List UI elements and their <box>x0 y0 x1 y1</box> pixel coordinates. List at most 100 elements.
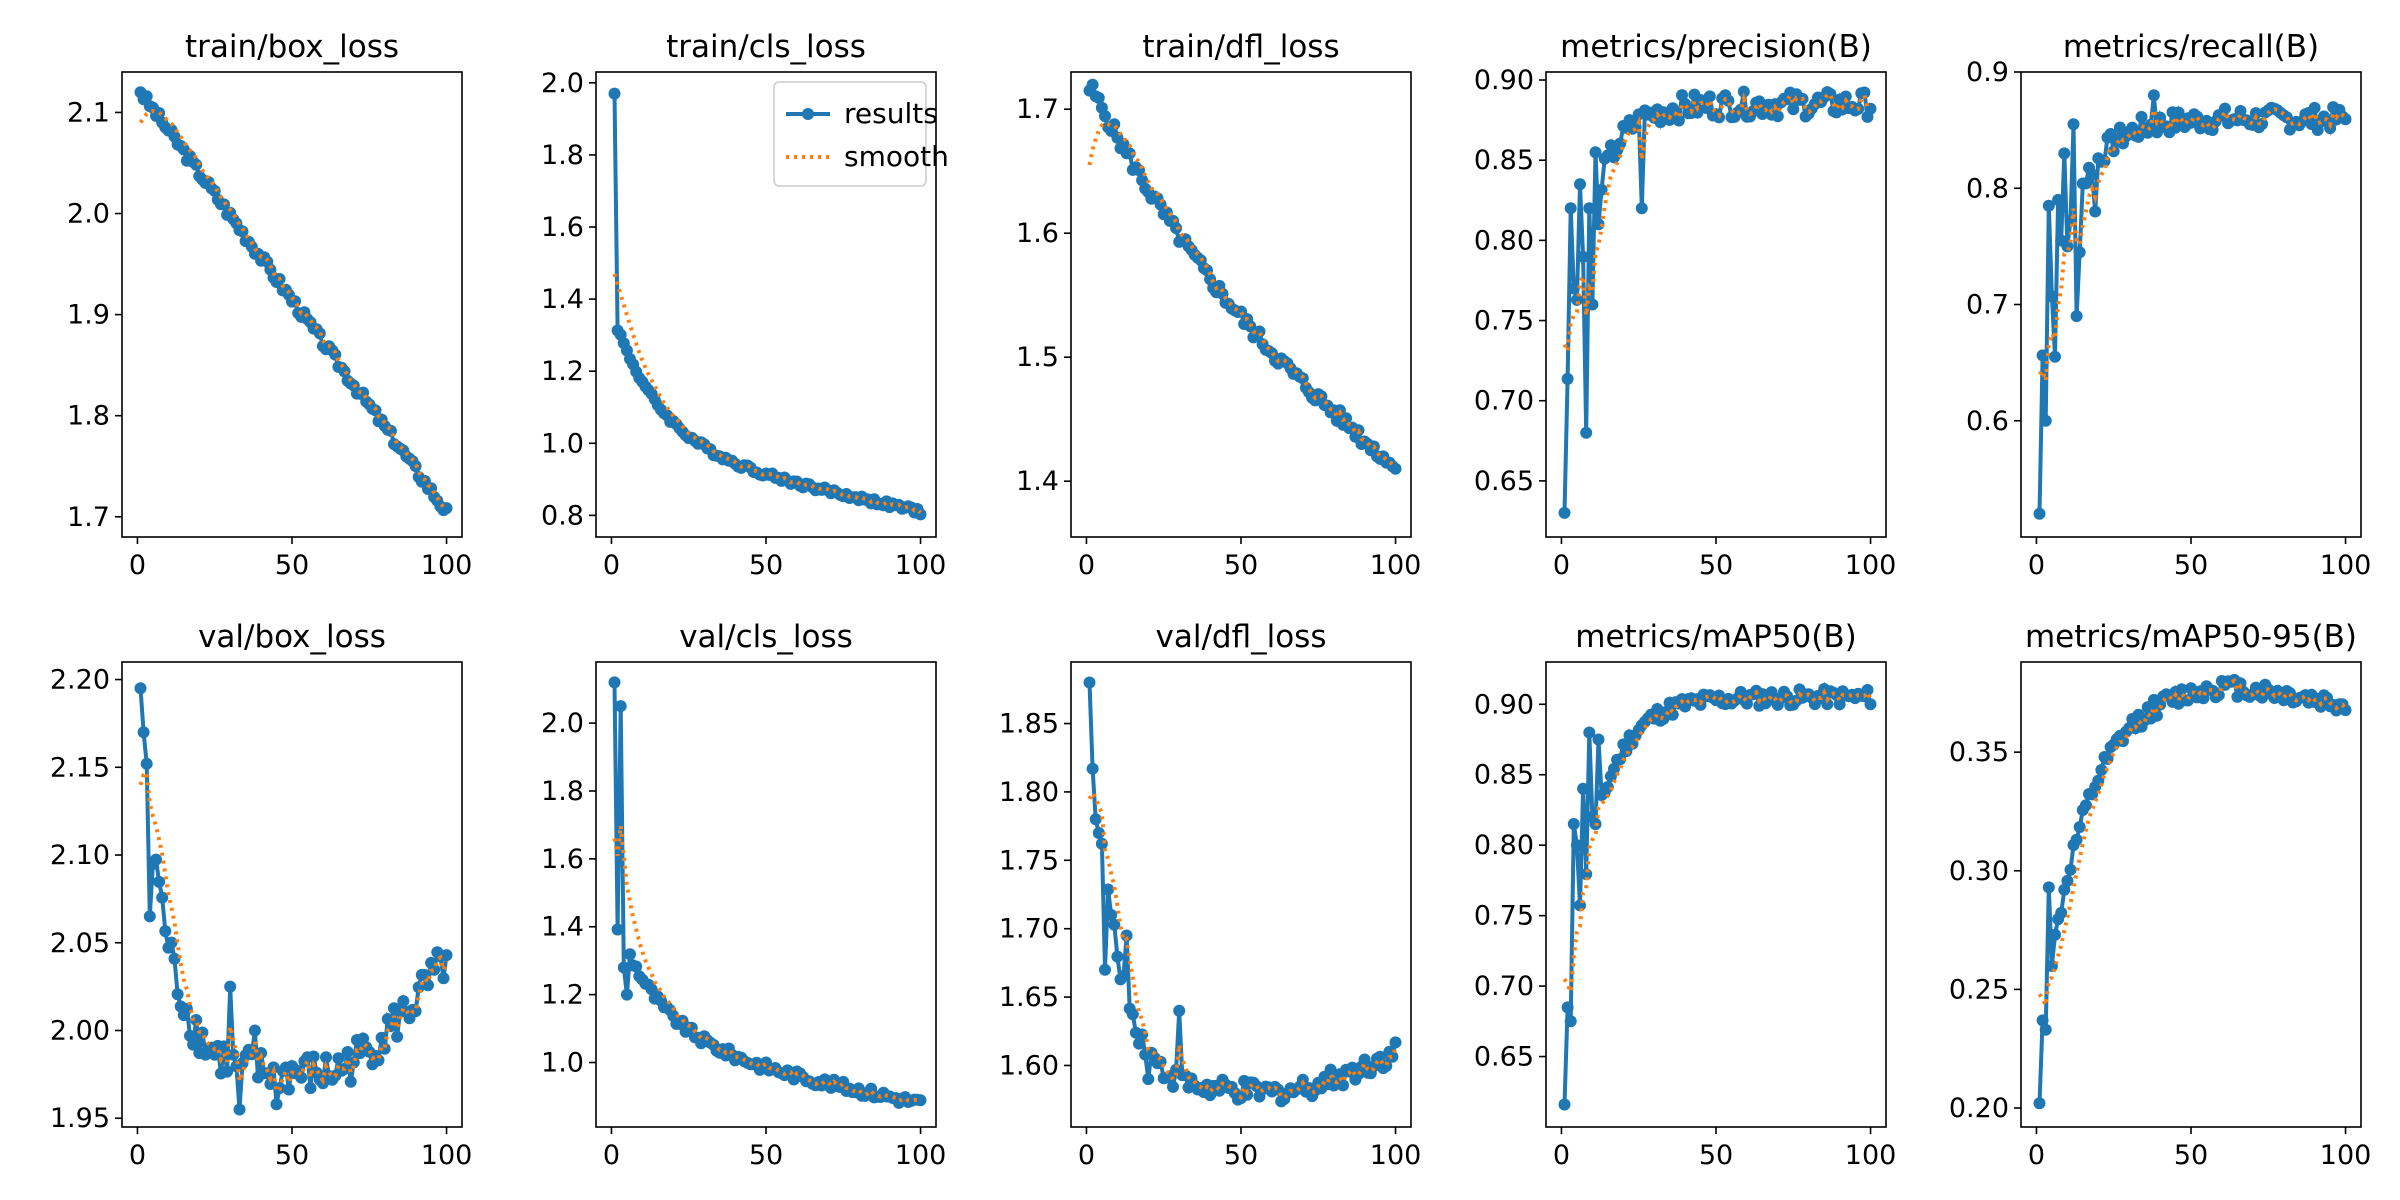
y-tick-label: 2.0 <box>541 708 584 739</box>
y-tick-label: 0.65 <box>1474 1042 1534 1073</box>
y-tick-label: 0.65 <box>1474 466 1534 497</box>
y-tick-label: 1.8 <box>541 140 584 171</box>
x-tick-label: 100 <box>1845 1140 1897 1171</box>
results-point <box>614 700 627 713</box>
results-point <box>2219 102 2231 115</box>
results-point <box>1086 762 1099 775</box>
x-tick-label: 100 <box>895 550 947 581</box>
subplot-panel: metrics/precision(B) 0 50 100 0.65 0.70 0.75 0.… <box>1474 29 1896 581</box>
results-point <box>137 726 150 739</box>
results-point <box>1737 85 1750 98</box>
y-tick-label: 2.10 <box>50 840 110 871</box>
axes-frame <box>1070 661 1412 1128</box>
y-tick-label: 0.9 <box>1966 57 2009 88</box>
y-tick-label: 1.5 <box>1016 342 1059 373</box>
y-tick-label: 1.70 <box>999 914 1059 945</box>
x-tick-label: 0 <box>1553 1140 1570 1171</box>
results-point <box>1092 827 1105 839</box>
results-point <box>320 1051 332 1064</box>
results-series-line <box>612 682 921 1107</box>
results-point <box>221 1065 234 1078</box>
results-point <box>171 988 184 1001</box>
results-point <box>140 757 153 770</box>
subplot-title: val/dfl_loss <box>1156 619 1327 655</box>
results-point <box>1099 963 1111 976</box>
results-point <box>608 87 621 100</box>
results-point <box>2249 107 2262 120</box>
results-point <box>378 1042 391 1055</box>
results-point <box>2086 168 2099 181</box>
x-tick-label: 0 <box>2028 1140 2045 1171</box>
results-point <box>2073 821 2086 833</box>
results-point <box>1561 372 1574 385</box>
x-tick-label: 100 <box>421 550 473 581</box>
results-point <box>630 960 643 973</box>
results-point <box>224 980 237 993</box>
x-tick-label: 50 <box>275 1140 309 1171</box>
results-point <box>428 963 441 976</box>
results-point <box>1839 90 1852 103</box>
results-point <box>617 961 630 974</box>
subplot-title: val/cls_loss <box>679 619 853 655</box>
results-point <box>1601 781 1614 793</box>
results-point <box>1561 1001 1574 1014</box>
y-tick-label: 2.05 <box>50 928 110 959</box>
subplot-panel: train/dfl_loss 0 50 100 1.4 1.5 1.6 1.7 <box>1016 29 1421 581</box>
results-point <box>140 90 153 103</box>
results-point <box>1558 1098 1571 1111</box>
results-point <box>1691 106 1704 119</box>
results-point <box>307 1050 320 1063</box>
x-tick-label: 100 <box>1370 1140 1422 1171</box>
results-point <box>1635 202 1648 215</box>
x-tick-label: 0 <box>1078 1140 1095 1171</box>
x-tick-label: 0 <box>1553 550 1570 581</box>
results-point <box>1672 114 1685 127</box>
results-point <box>2033 1097 2046 1110</box>
results-point <box>1105 909 1118 921</box>
subplot-panel: val/cls_loss 0 50 100 1.0 1.2 1.4 1.6 1.8 2.0 <box>541 619 946 1171</box>
results-point <box>608 676 621 689</box>
subplot-title: metrics/mAP50-95(B) <box>2025 619 2357 655</box>
results-point <box>1586 298 1599 311</box>
results-point <box>1592 218 1605 231</box>
y-tick-label: 2.20 <box>50 665 110 696</box>
x-tick-label: 50 <box>1224 1140 1258 1171</box>
results-point <box>2055 906 2068 919</box>
results-point <box>2064 863 2077 876</box>
results-point <box>1583 726 1596 739</box>
x-tick-label: 0 <box>603 550 620 581</box>
results-series-line <box>1087 79 1397 471</box>
results-point <box>2308 101 2321 114</box>
y-tick-label: 0.70 <box>1474 386 1534 417</box>
smooth-series-line <box>1087 788 1398 1101</box>
y-tick-label: 1.80 <box>999 777 1059 808</box>
results-point <box>1753 95 1766 108</box>
x-tick-label: 50 <box>1699 550 1733 581</box>
results-point <box>1374 1050 1387 1063</box>
results-point <box>2147 89 2160 102</box>
results-point <box>1167 1080 1179 1093</box>
results-series-line <box>1562 681 1873 1105</box>
results-point <box>391 1030 404 1043</box>
results-series-line <box>2037 676 2348 1104</box>
results-point <box>143 910 156 923</box>
x-tick-label: 100 <box>2320 1140 2372 1171</box>
results-point <box>1123 147 1136 160</box>
y-tick-label: 2.00 <box>50 1015 110 1046</box>
axes-frame <box>121 661 463 1128</box>
results-point <box>344 1075 357 1088</box>
smooth-series-line <box>1562 688 1873 993</box>
results-point <box>1337 1079 1349 1092</box>
results-point <box>2172 106 2185 119</box>
subplot-title: train/dfl_loss <box>1142 29 1339 65</box>
results-point <box>233 1103 246 1116</box>
results-point <box>1574 178 1586 191</box>
results-point <box>1589 146 1602 159</box>
results-point <box>1595 183 1608 196</box>
results-point <box>1111 950 1124 963</box>
results-point <box>2039 414 2052 427</box>
results-point <box>1117 138 1130 151</box>
results-point <box>2339 704 2352 717</box>
x-tick-label: 0 <box>603 1140 620 1171</box>
